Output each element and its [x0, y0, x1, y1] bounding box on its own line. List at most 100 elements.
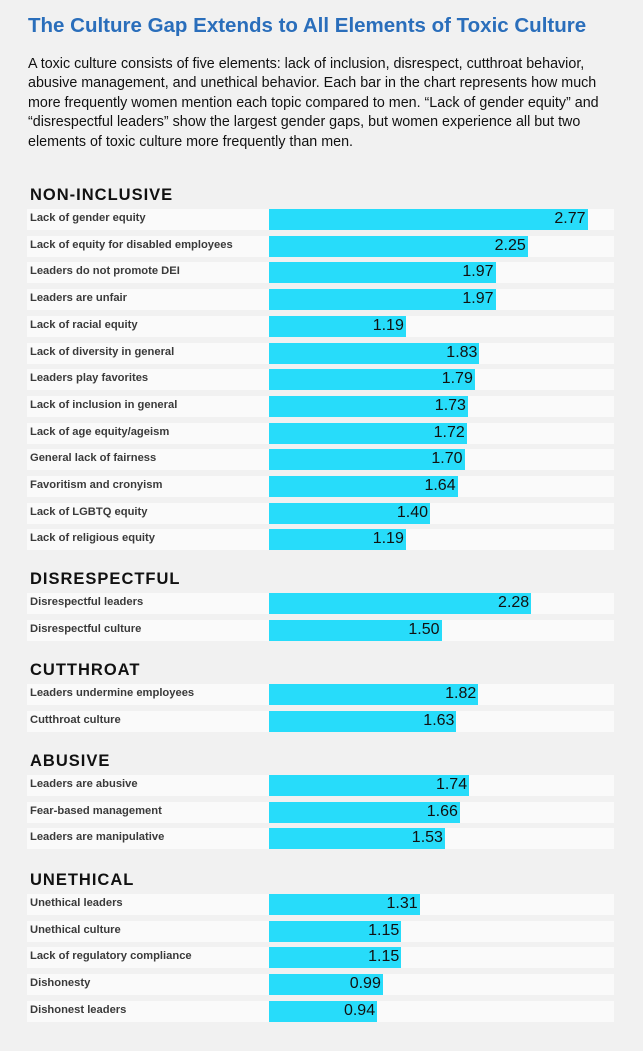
data-label: 0.99	[349, 975, 381, 993]
chart-row: Unethical leaders 1.31	[27, 894, 614, 915]
data-label: 1.72	[433, 423, 465, 441]
bar	[269, 775, 470, 796]
data-label: 2.77	[554, 210, 586, 227]
bar	[269, 894, 420, 915]
category-label: Lack of inclusion in general	[30, 398, 178, 411]
bar	[269, 593, 532, 614]
category-label: Lack of equity for disabled employees	[30, 238, 233, 251]
bar	[269, 369, 475, 391]
category-label: Leaders undermine employees	[30, 687, 195, 699]
bar	[269, 289, 496, 311]
category-label: Dishonesty	[30, 977, 91, 990]
bar	[269, 235, 528, 257]
category-label: Lack of racial equity	[30, 318, 138, 331]
data-label: 1.82	[445, 685, 477, 702]
category-label: Lack of regulatory compliance	[30, 950, 192, 963]
category-label: Unethical leaders	[30, 897, 123, 909]
chart-row: Leaders play favorites 1.79	[27, 369, 614, 391]
bar	[269, 947, 402, 969]
chart-row: Lack of inclusion in general 1.73	[27, 395, 614, 417]
bar	[269, 422, 467, 444]
bar	[269, 619, 442, 641]
data-label: 0.94	[343, 1001, 376, 1019]
bar	[269, 395, 468, 417]
chart-row: Leaders are unfair 1.97	[27, 289, 614, 311]
bar	[269, 502, 430, 524]
data-label: 1.79	[441, 370, 473, 388]
data-label: 1.66	[426, 802, 458, 820]
chart-row: Fear-based management 1.66	[27, 801, 614, 823]
chart-row: Unethical culture 1.15	[27, 920, 614, 942]
chart-row: Lack of LGBTQ equity 1.40	[27, 502, 614, 524]
bar	[269, 476, 458, 497]
category-label: Cutthroat culture	[30, 713, 121, 726]
data-label: 1.97	[462, 290, 494, 308]
data-label: 1.83	[446, 343, 478, 361]
category-label: Leaders are unfair	[30, 292, 128, 305]
data-label: 1.70	[431, 450, 463, 468]
data-label: 1.31	[386, 895, 418, 912]
bar	[269, 529, 406, 551]
group-title: ABUSIVE	[30, 752, 111, 770]
category-label: Favoritism and cronyism	[30, 479, 163, 491]
group-title: NON-INCLUSIVE	[30, 186, 174, 204]
category-label: Lack of age equity/ageism	[30, 425, 170, 438]
chart-row: Lack of gender equity 2.77	[27, 209, 614, 230]
category-label: Lack of religious equity	[30, 532, 155, 545]
category-label: Unethical culture	[30, 923, 121, 936]
chart-row: Lack of regulatory compliance 1.15	[27, 947, 614, 969]
bar	[269, 801, 460, 823]
category-label: Disrespectful leaders	[30, 596, 144, 608]
category-label: Leaders do not promote DEI	[30, 265, 180, 278]
category-label: Dishonest leaders	[30, 1003, 127, 1016]
bar	[269, 342, 480, 364]
category-label: Leaders play favorites	[30, 372, 149, 385]
chart-row: Cutthroat culture 1.63	[27, 710, 614, 732]
group-title: CUTTHROAT	[30, 661, 141, 679]
bar	[269, 828, 445, 850]
data-label: 1.19	[372, 316, 404, 334]
chart-row: Leaders undermine employees 1.82	[27, 684, 614, 705]
data-label: 1.73	[434, 396, 466, 414]
chart-subtitle: A toxic culture consists of five element…	[28, 56, 599, 150]
category-label: Leaders are abusive	[30, 778, 138, 790]
chart-row: Dishonest leaders 0.94	[27, 1000, 614, 1022]
chart-row: Disrespectful leaders 2.28	[27, 593, 614, 614]
category-label: Lack of diversity in general	[30, 345, 175, 358]
bar	[269, 315, 406, 337]
data-label: 1.40	[396, 503, 428, 521]
category-label: Lack of gender equity	[30, 212, 146, 224]
category-label: Disrespectful culture	[30, 622, 142, 635]
chart-row: Dishonesty 0.99	[27, 974, 614, 996]
bar	[269, 449, 465, 471]
chart-title: The Culture Gap Extends to All Elements …	[28, 14, 587, 37]
category-label: Lack of LGBTQ equity	[30, 505, 148, 518]
data-label: 1.53	[411, 829, 443, 847]
bar	[269, 1000, 378, 1022]
category-label: Fear-based management	[30, 804, 162, 817]
data-label: 1.15	[368, 948, 400, 966]
chart-row: Leaders are manipulative 1.53	[27, 828, 614, 850]
chart-row: Favoritism and cronyism 1.64	[27, 476, 614, 497]
bar	[269, 262, 496, 284]
category-label: General lack of fairness	[30, 452, 157, 465]
group-title: UNETHICAL	[30, 871, 135, 889]
bar	[269, 974, 383, 996]
chart-row: Disrespectful culture 1.50	[27, 619, 614, 641]
chart-row: Leaders do not promote DEI 1.97	[27, 262, 614, 284]
chart-row: General lack of fairness 1.70	[27, 449, 614, 471]
data-label: 1.64	[424, 477, 456, 494]
data-label: 1.97	[462, 263, 494, 281]
data-label: 2.25	[494, 236, 526, 254]
data-label: 1.50	[408, 620, 440, 638]
data-label: 1.15	[368, 921, 400, 939]
group-title: DISRESPECTFUL	[30, 570, 181, 588]
chart-row: Leaders are abusive 1.74	[27, 775, 614, 796]
data-label: 1.63	[423, 711, 455, 729]
data-label: 1.19	[372, 530, 404, 548]
data-label: 1.74	[435, 776, 468, 793]
chart-row: Lack of religious equity 1.19	[27, 529, 614, 551]
data-label: 2.28	[498, 594, 530, 611]
chart-row: Lack of diversity in general 1.83	[27, 342, 614, 364]
